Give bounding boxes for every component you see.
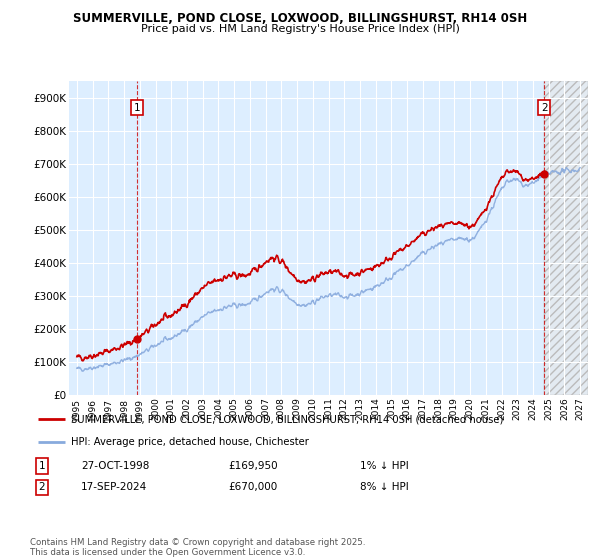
Text: 27-OCT-1998: 27-OCT-1998 [81, 461, 149, 471]
Text: 8% ↓ HPI: 8% ↓ HPI [360, 482, 409, 492]
Text: Price paid vs. HM Land Registry's House Price Index (HPI): Price paid vs. HM Land Registry's House … [140, 24, 460, 34]
Bar [544, 81, 588, 395]
Text: 2: 2 [38, 482, 46, 492]
Text: 1% ↓ HPI: 1% ↓ HPI [360, 461, 409, 471]
Bar [544, 81, 588, 395]
Text: 1: 1 [38, 461, 46, 471]
Text: 2: 2 [541, 102, 547, 113]
Text: SUMMERVILLE, POND CLOSE, LOXWOOD, BILLINGSHURST, RH14 0SH: SUMMERVILLE, POND CLOSE, LOXWOOD, BILLIN… [73, 12, 527, 25]
Text: Contains HM Land Registry data © Crown copyright and database right 2025.
This d: Contains HM Land Registry data © Crown c… [30, 538, 365, 557]
Text: £670,000: £670,000 [228, 482, 277, 492]
Text: SUMMERVILLE, POND CLOSE, LOXWOOD, BILLINGSHURST, RH14 0SH (detached house): SUMMERVILLE, POND CLOSE, LOXWOOD, BILLIN… [71, 414, 503, 424]
Text: 17-SEP-2024: 17-SEP-2024 [81, 482, 147, 492]
Text: £169,950: £169,950 [228, 461, 278, 471]
Text: 1: 1 [134, 102, 140, 113]
Text: HPI: Average price, detached house, Chichester: HPI: Average price, detached house, Chic… [71, 437, 309, 447]
